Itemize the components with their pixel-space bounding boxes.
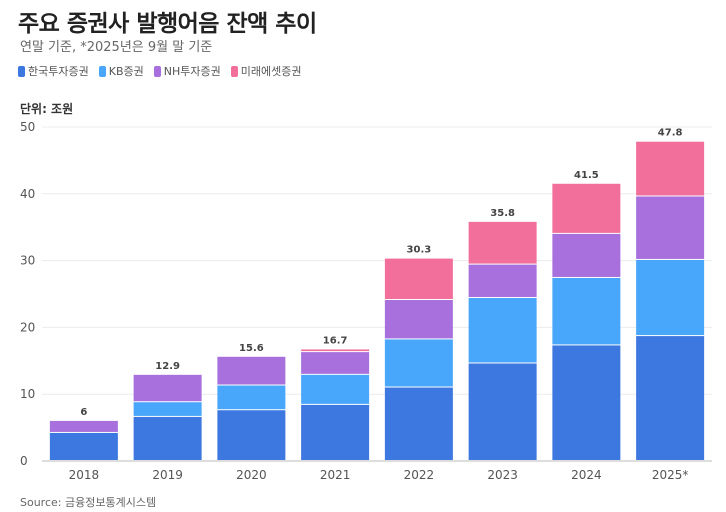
x-tick-label: 2023 [487,468,518,482]
bar-segment [552,183,621,233]
unit-label: 단위: 조원 [20,102,74,116]
x-tick-label: 2018 [69,468,100,482]
y-tick-label: 10 [20,387,35,401]
legend-label: KB증권 [108,65,144,78]
total-label: 30.3 [407,245,432,256]
legend-swatch [18,65,25,77]
legend-swatch [230,65,238,77]
legend-swatch [98,65,106,77]
legend-item: KB증권 [98,63,144,79]
bar-segment [133,374,202,402]
bar-segment [636,259,705,336]
total-label: 47.8 [658,128,683,139]
legend-label: NH투자증권 [163,65,221,78]
legend-item: 미래에셋증권 [230,63,302,79]
legend: 한국투자증권 KB증권 NH투자증권 미래에셋증권 [18,63,301,79]
bar-segment [552,233,621,277]
x-tick-label: 2025* [652,468,689,482]
x-tick-label: 2024 [571,468,602,482]
legend-swatch [153,65,161,77]
total-label: 12.9 [155,361,180,372]
bar-segment [552,345,621,460]
x-tick-label: 2021 [320,468,351,482]
bar-segment [301,404,370,460]
bar-segment [133,416,202,460]
bar-segment [636,141,705,196]
bar-segment [49,432,118,460]
bar-segment [301,349,370,352]
y-tick-label: 0 [20,454,28,468]
legend-item: NH투자증권 [153,63,221,79]
total-label: 16.7 [323,335,348,346]
bar-segment [301,352,370,374]
y-tick-label: 40 [20,187,35,201]
bar-segment [468,363,537,460]
legend-label: 미래에셋증권 [240,65,302,78]
bar-segment [384,300,453,339]
legend-item: 한국투자증권 [18,63,89,79]
bar-segment [468,298,537,363]
legend-label: 한국투자증권 [28,65,89,78]
bar-segment [217,385,286,410]
total-label: 35.8 [490,208,515,219]
bar-segment [217,410,286,460]
source-note: Source: 금융정보통계시스템 [20,496,157,509]
y-tick-label: 50 [20,120,35,134]
y-tick-label: 20 [20,320,35,334]
chart-title: 주요 증권사 발행어음 잔액 추이 [18,11,317,37]
bar-segment [552,277,621,345]
bar-segment [217,356,286,385]
bar-segment [49,420,118,432]
y-tick-label: 30 [20,254,35,268]
bar-segment [384,258,453,300]
bar-segment [384,339,453,387]
x-tick-label: 2022 [404,468,435,482]
x-tick-label: 2020 [236,468,267,482]
bar-segment [468,264,537,298]
bar-segment [301,374,370,404]
bar-segment [636,336,705,460]
bar-segment [636,196,705,259]
x-tick-label: 2019 [152,468,183,482]
total-label: 41.5 [574,170,599,181]
total-label: 6 [80,407,87,418]
bar-segment [468,221,537,264]
bar-segment [384,387,453,460]
chart-subtitle: 연말 기준, *2025년은 9월 말 기준 [20,40,213,55]
total-label: 15.6 [239,343,264,354]
bar-segment [133,402,202,416]
